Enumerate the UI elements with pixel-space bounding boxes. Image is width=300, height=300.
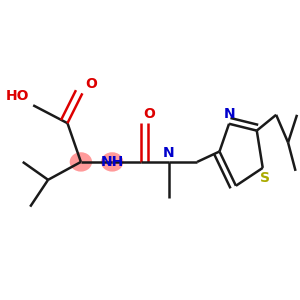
Ellipse shape xyxy=(101,152,123,172)
Text: NH: NH xyxy=(100,155,124,169)
Text: N: N xyxy=(224,107,236,121)
Text: HO: HO xyxy=(6,89,30,103)
Text: O: O xyxy=(143,107,155,121)
Text: O: O xyxy=(85,77,97,91)
Ellipse shape xyxy=(70,152,92,172)
Text: S: S xyxy=(260,172,270,185)
Text: N: N xyxy=(163,146,175,160)
